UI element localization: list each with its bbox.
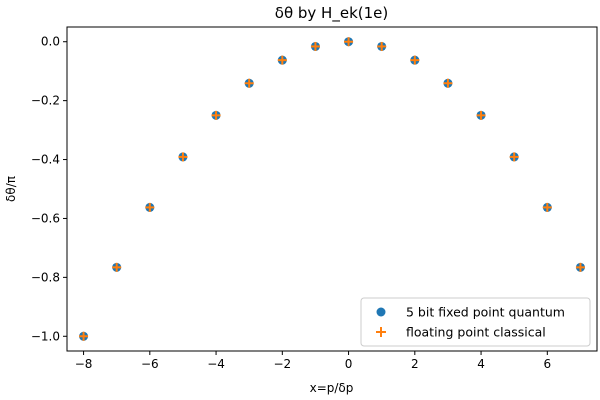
legend-label-quantum: 5 bit fixed point quantum <box>406 305 565 320</box>
y-axis-ticks: 0.0 −0.2 −0.4 −0.6 −0.8 −1.0 <box>31 35 67 343</box>
data-point-plus <box>112 262 122 272</box>
legend-box <box>360 297 591 347</box>
y-tick-label: 0.0 <box>41 35 60 49</box>
x-tick-label: −6 <box>141 357 159 371</box>
plot-area <box>79 37 585 341</box>
series-1 <box>79 37 585 341</box>
data-point-plus <box>443 78 453 88</box>
data-point-plus <box>344 37 354 47</box>
x-axis-ticks: −8 −6 −4 −2 0 2 4 6 <box>75 351 551 371</box>
data-point-plus <box>145 202 155 212</box>
data-point-plus <box>277 55 287 65</box>
data-point-plus <box>79 331 89 341</box>
legend-label-classical: floating point classical <box>406 325 546 340</box>
y-tick-label: −1.0 <box>31 329 60 343</box>
y-tick-label: −0.4 <box>31 153 60 167</box>
data-point-plus <box>575 262 585 272</box>
data-point-plus <box>476 110 486 120</box>
chart-title: δθ by H_ek(1e) <box>275 4 388 23</box>
y-tick-label: −0.6 <box>31 211 60 225</box>
legend-marker-classical <box>376 327 386 337</box>
data-point-plus <box>244 78 254 88</box>
legend-marker-quantum <box>376 307 386 317</box>
y-tick-label: −0.8 <box>31 270 60 284</box>
data-point-plus <box>178 152 188 162</box>
x-tick-label: −2 <box>273 357 291 371</box>
data-point-plus <box>310 41 320 51</box>
y-axis-label: δθ/π <box>4 176 18 202</box>
data-point-plus <box>542 202 552 212</box>
y-tick-label: −0.2 <box>31 94 60 108</box>
data-point-plus <box>410 55 420 65</box>
data-point-plus <box>509 152 519 162</box>
data-point-plus <box>377 41 387 51</box>
axes-frame <box>66 26 598 352</box>
series-0 <box>79 37 585 341</box>
legend: 5 bit fixed point quantum floating point… <box>360 297 591 347</box>
x-tick-label: 0 <box>345 357 353 371</box>
data-point-plus <box>211 110 221 120</box>
x-tick-label: −8 <box>75 357 93 371</box>
x-tick-label: 2 <box>411 357 419 371</box>
x-tick-label: 6 <box>543 357 551 371</box>
x-tick-label: −4 <box>207 357 225 371</box>
x-axis-label: x=p/δp <box>310 381 354 395</box>
x-tick-label: 4 <box>477 357 485 371</box>
